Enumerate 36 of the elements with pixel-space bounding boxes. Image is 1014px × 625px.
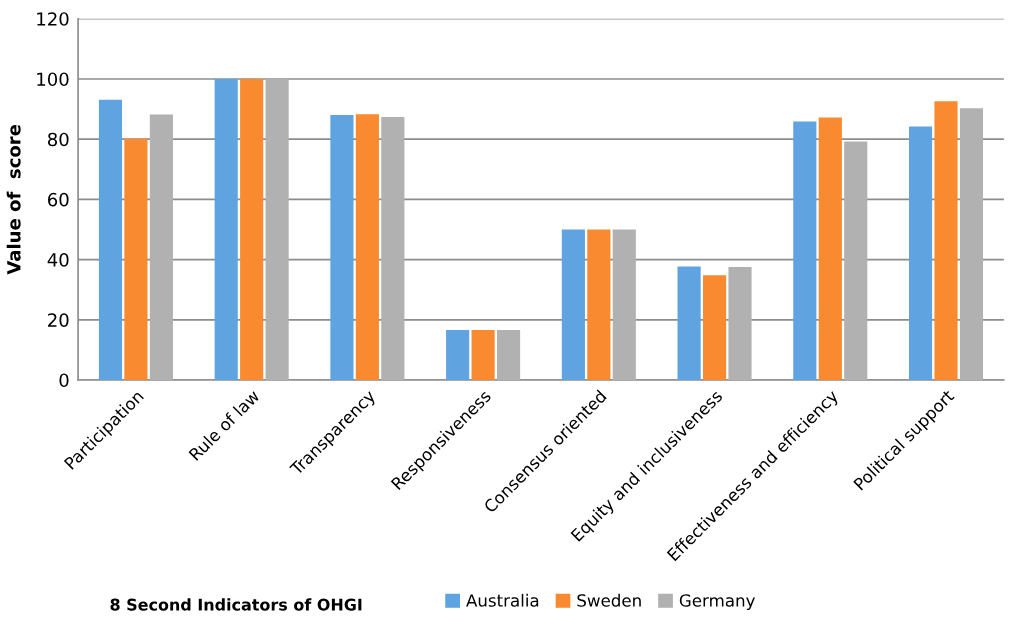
bar [561,229,585,380]
bar [214,78,238,380]
legend-label: Australia [466,593,539,607]
bar [265,78,289,380]
bar [330,115,354,380]
bar [149,114,173,380]
bar [728,267,752,380]
bar [446,330,470,380]
bar [240,78,264,380]
y-tick-label: 120 [37,12,69,26]
bar [702,275,727,380]
bar [98,99,123,380]
bar [124,138,148,380]
y-tick-label: 80 [47,132,69,147]
bar [959,108,984,380]
bar [793,121,817,380]
bar [587,229,611,380]
bar [612,229,636,380]
bar [355,114,379,380]
y-tick-label: 100 [37,72,69,87]
y-tick-label: 20 [48,313,69,327]
y-tick-label: 60 [48,192,69,207]
bar [471,330,495,380]
y-tick-label: 40 [47,253,69,267]
legend-label: Germany [679,594,755,610]
x-axis-title: 8 Second Indicators of OHGI [110,598,362,611]
y-axis-title: Value of score [6,124,21,275]
bar [908,126,933,380]
bar [844,141,868,380]
y-tick-label: 0 [59,373,69,388]
legend-label: Sweden [577,593,641,607]
bar [496,330,521,380]
bar [934,101,958,380]
bar [677,266,701,380]
bar [818,117,842,380]
bar [381,116,405,380]
